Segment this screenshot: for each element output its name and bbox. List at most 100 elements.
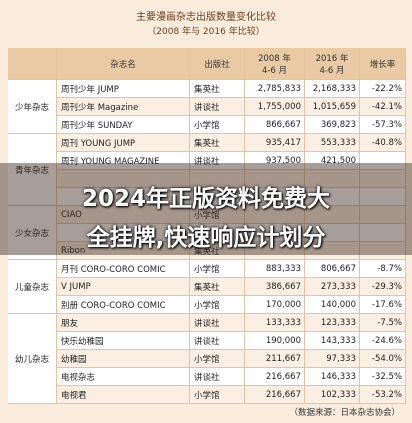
table-cell — [57, 242, 190, 260]
overlay-text: 全挂牌,快速响应计划分 — [86, 225, 326, 251]
table-cell — [305, 350, 360, 368]
table-cell-text: 讲谈社 — [194, 319, 220, 329]
table-cell-text: 170,000 — [265, 300, 301, 310]
table-cell — [245, 332, 305, 350]
table-cell-text: 216,667 — [265, 390, 301, 400]
table-cell — [245, 80, 305, 98]
group-label: 少女杂志 — [8, 206, 57, 260]
table-cell — [245, 224, 305, 242]
table-cell-text: 讲谈社 — [194, 103, 220, 113]
header-cell — [8, 48, 57, 80]
table-cell-text: -57.3% — [371, 120, 402, 130]
table-cell-text: 周刊 YOUNG JUMP — [61, 139, 136, 149]
table-cell — [360, 242, 406, 260]
table-cell-text: -22.2% — [371, 84, 402, 94]
table-cell — [360, 278, 406, 296]
table-cell — [57, 80, 190, 98]
table-cell — [245, 296, 305, 314]
group-label: 青年杂志 — [8, 134, 57, 206]
table-cell-text: 102,333 — [320, 390, 356, 400]
table-cell — [360, 170, 406, 188]
table-cell — [57, 350, 190, 368]
table-cell — [305, 296, 360, 314]
table-cell-text: 133,333 — [265, 318, 301, 328]
table-cell-text: -54.0% — [371, 354, 402, 364]
table-cell-text: 369,823 — [320, 120, 356, 130]
table-cell — [245, 314, 305, 332]
table-cell — [190, 332, 245, 350]
table-cell-text: 小学馆 — [194, 121, 220, 131]
table-cell-text: 月刊 CORO-CORO COMIC — [61, 265, 166, 275]
table-cell — [190, 368, 245, 386]
table-cell-text: 小学馆 — [194, 301, 220, 311]
table-cell-text: 146,333 — [320, 372, 356, 382]
table-cell — [245, 206, 305, 224]
table-cell — [360, 224, 406, 242]
table-cell — [245, 260, 305, 278]
table-cell — [305, 98, 360, 116]
table-cell — [245, 278, 305, 296]
table-cell — [245, 350, 305, 368]
table-cell-text: 937,500 — [265, 156, 301, 166]
table-cell-text: -17.6% — [371, 300, 402, 310]
table-cell-text: 别册 CORO-CORO COMIC — [61, 301, 166, 311]
table-cell-text: 小学馆 — [194, 391, 220, 401]
table-cell — [190, 350, 245, 368]
table-cell-text: 朋友 — [61, 319, 79, 329]
table-cell — [245, 170, 305, 188]
table-cell-text: CIAO — [61, 210, 82, 220]
table-cell-text: 幼稚园 — [61, 355, 87, 365]
table-cell — [57, 134, 190, 152]
table-cell-text: 周刊少年 JUMP — [61, 85, 119, 95]
table-cell-text: -24.6% — [371, 336, 402, 346]
table-cell-text: 集英社 — [194, 139, 220, 149]
table-cell — [360, 260, 406, 278]
table-cell — [190, 314, 245, 332]
table-cell — [245, 386, 305, 404]
table-cell — [305, 314, 360, 332]
table-cell-text: -29.3% — [371, 282, 402, 292]
table-cell — [360, 116, 406, 134]
table-cell — [190, 152, 245, 170]
table-cell — [305, 260, 360, 278]
table-cell-text: 1,755,000 — [257, 102, 301, 112]
table-cell-text: -53.2% — [371, 390, 402, 400]
table-cell — [305, 278, 360, 296]
table-cell-text: 集英社 — [194, 247, 220, 257]
table-cell — [190, 80, 245, 98]
table-cell-text: 周刊 YOUNG MAGAZINE — [61, 157, 160, 167]
table-cell-text: 143,333 — [320, 336, 356, 346]
table-cell-text: 123,333 — [320, 318, 356, 328]
header-cell: 增长率 — [360, 48, 406, 80]
table-cell — [57, 188, 190, 206]
table-cell — [57, 260, 190, 278]
table-cell — [245, 116, 305, 134]
table-cell — [57, 152, 190, 170]
table-cell — [305, 242, 360, 260]
table-cell — [190, 188, 245, 206]
table-cell-text: 140,000 — [320, 300, 356, 310]
table-cell — [57, 224, 190, 242]
table-cell-text: 集英社 — [194, 85, 220, 95]
table-cell — [360, 332, 406, 350]
table-cell — [360, 98, 406, 116]
table-cell — [360, 386, 406, 404]
table-cell — [305, 170, 360, 188]
table-cell — [305, 332, 360, 350]
table-cell-text: 883,333 — [265, 264, 301, 274]
table-cell-text: Ribon — [61, 246, 86, 256]
table-cell-text: 421,500 — [320, 156, 356, 166]
table-cell — [57, 332, 190, 350]
header-line: 4-6 月 — [319, 65, 345, 76]
table-cell — [305, 224, 360, 242]
table-cell — [360, 152, 406, 170]
table-cell — [245, 242, 305, 260]
table-cell-text: V JUMP — [61, 282, 91, 292]
table-cell — [305, 80, 360, 98]
table-cell-text: 211,667 — [265, 354, 301, 364]
table-cell — [190, 134, 245, 152]
header-line: 4-6 月 — [261, 65, 288, 76]
group-label: 幼儿杂志 — [8, 314, 57, 404]
table-cell — [57, 296, 190, 314]
